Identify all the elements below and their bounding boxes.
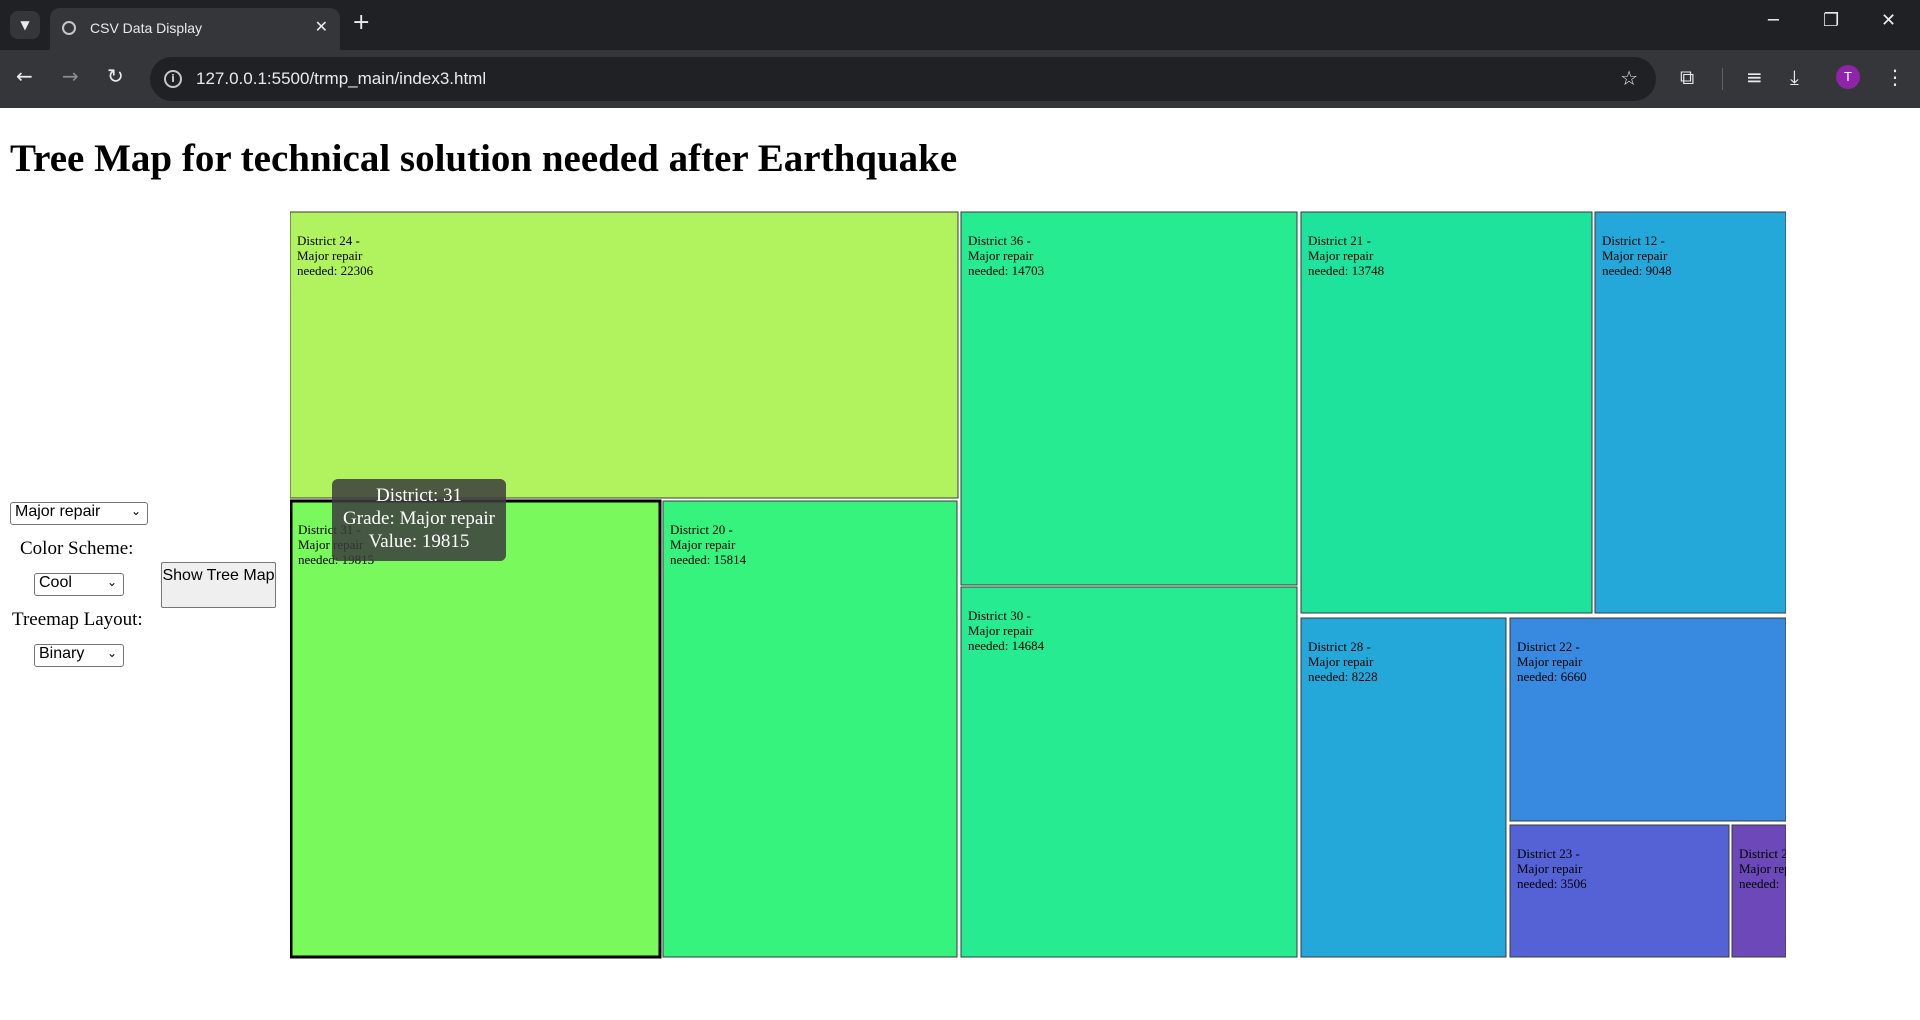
treemap-label: Major repair (1308, 248, 1374, 263)
layout-select[interactable]: Binary ⌄ (34, 644, 124, 667)
treemap-label: needed: 3506 (1517, 876, 1587, 891)
treemap-label: Major repair (1308, 654, 1374, 669)
profile-avatar[interactable]: T (1836, 65, 1860, 89)
treemap-label: District 30 - (968, 608, 1031, 623)
tab-close-icon[interactable]: ✕ (314, 17, 328, 36)
treemap-label: District 20 - (670, 522, 733, 537)
toolbar-divider (1722, 68, 1723, 90)
layout-select-value: Binary (39, 645, 85, 662)
treemap-rect[interactable] (290, 499, 662, 959)
chevron-down-icon: ⌄ (130, 504, 141, 518)
url-text: 127.0.0.1:5500/trmp_main/index3.html (196, 69, 487, 88)
show-tree-map-button[interactable]: Show Tree Map (161, 562, 276, 608)
treemap-label: needed: 9048 (1602, 263, 1672, 278)
grade-select-value: Major repair (15, 503, 101, 520)
treemap-label: Major repair (670, 537, 736, 552)
treemap-label: needed: (1739, 876, 1779, 891)
chevron-down-icon: ⌄ (106, 575, 117, 589)
color-scheme-label: Color Scheme: (20, 538, 134, 559)
treemap-label: Major repair (1739, 861, 1805, 876)
treemap-label: Major repair (968, 248, 1034, 263)
close-window-icon[interactable]: ✕ (1881, 10, 1897, 31)
treemap-label: District 2 - (1739, 846, 1795, 861)
treemap-label: District 12 - (1602, 233, 1665, 248)
treemap-rect[interactable] (290, 211, 959, 499)
treemap-rect[interactable] (662, 500, 958, 958)
tab-title: CSV Data Display (90, 20, 203, 36)
color-scheme-value: Cool (39, 574, 72, 591)
chevron-down-icon: ⌄ (106, 646, 117, 660)
tooltip-grade: Grade: Major repair (343, 508, 495, 529)
treemap-label: needed: 15814 (670, 552, 747, 567)
treemap-label: Major repair (297, 248, 363, 263)
downloads-icon[interactable]: ⤓ (1790, 65, 1799, 89)
bookmark-star-icon[interactable]: ☆ (1620, 66, 1638, 90)
treemap-label: Major repair (1517, 654, 1583, 669)
treemap-rect[interactable] (1300, 617, 1507, 958)
minimize-icon[interactable]: ─ (1768, 10, 1779, 31)
treemap-label: District 24 - (297, 233, 360, 248)
treemap-label: District 36 - (968, 233, 1031, 248)
globe-icon (62, 21, 76, 35)
treemap-label: District 23 - (1517, 846, 1580, 861)
treemap-label: District 28 - (1308, 639, 1371, 654)
reload-icon[interactable]: ↻ (107, 64, 124, 88)
new-tab-plus-icon[interactable]: + (352, 10, 371, 35)
grade-select[interactable]: Major repair ⌄ (10, 502, 148, 525)
browser-toolbar: ← → ↻ i 127.0.0.1:5500/trmp_main/index3.… (0, 50, 1920, 108)
treemap-rect[interactable] (1731, 824, 1786, 958)
site-info-icon[interactable]: i (164, 70, 182, 88)
treemap-rect[interactable] (1300, 211, 1593, 614)
back-arrow-icon[interactable]: ← (16, 64, 33, 88)
restore-icon[interactable]: ❐ (1823, 10, 1840, 31)
browser-menu-icon[interactable]: ⋮ (1885, 65, 1905, 89)
tab-search-chevron-icon[interactable]: ▼ (10, 11, 40, 39)
browser-tab-bar: ▼ CSV Data Display ✕ + ─ ❐ ✕ (0, 0, 1920, 50)
media-control-icon[interactable]: ≡ (1746, 65, 1763, 89)
treemap-label: needed: 14684 (968, 638, 1045, 653)
treemap-label: District 22 - (1517, 639, 1580, 654)
treemap-rect[interactable] (960, 586, 1298, 958)
page-title: Tree Map for technical solution needed a… (10, 137, 958, 180)
treemap-tooltip: District: 31 Grade: Major repair Value: … (332, 479, 506, 561)
treemap-label: needed: 22306 (297, 263, 374, 278)
tooltip-value: Value: 19815 (368, 531, 470, 552)
treemap-rect[interactable] (1509, 824, 1730, 958)
address-bar[interactable]: i 127.0.0.1:5500/trmp_main/index3.html ☆ (150, 57, 1656, 101)
treemap-label: District 21 - (1308, 233, 1371, 248)
treemap-label: Major repair (1517, 861, 1583, 876)
tooltip-district: District: 31 (375, 485, 463, 506)
treemap-rect[interactable] (1509, 617, 1786, 822)
treemap-label: needed: 8228 (1308, 669, 1378, 684)
treemap-label: needed: 6660 (1517, 669, 1587, 684)
color-scheme-select[interactable]: Cool ⌄ (34, 573, 124, 596)
treemap-rect[interactable] (960, 211, 1298, 586)
treemap-label: needed: 14703 (968, 263, 1044, 278)
browser-tab[interactable]: CSV Data Display ✕ (50, 8, 340, 50)
extensions-puzzle-icon[interactable]: ⧉ (1680, 65, 1695, 89)
treemap-label: needed: 13748 (1308, 263, 1384, 278)
treemap-label: Major repair (968, 623, 1034, 638)
treemap-label: Major repair (1602, 248, 1668, 263)
layout-label: Treemap Layout: (12, 609, 143, 630)
forward-arrow-icon[interactable]: → (62, 64, 79, 88)
treemap-rect[interactable] (1594, 211, 1786, 614)
